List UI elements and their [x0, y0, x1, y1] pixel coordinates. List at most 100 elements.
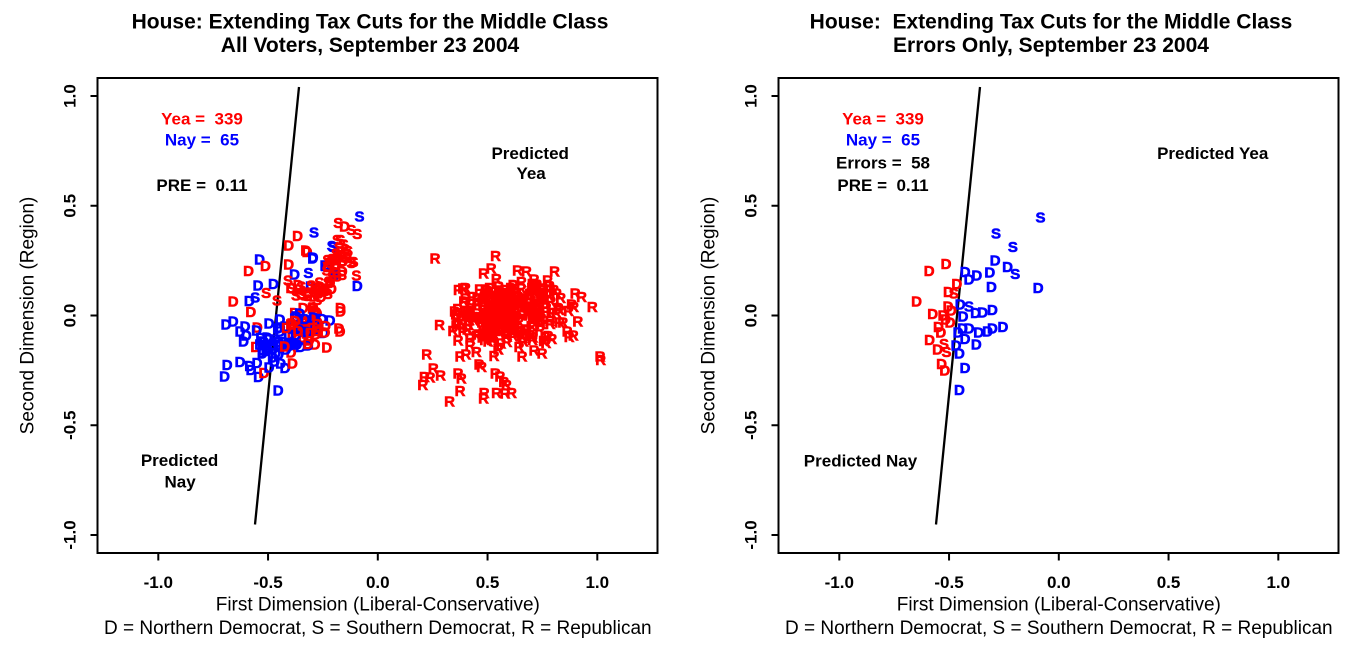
svg-text:R: R: [494, 293, 505, 310]
svg-text:R: R: [467, 289, 478, 306]
svg-text:R: R: [483, 301, 494, 318]
svg-text:S: S: [339, 236, 349, 253]
svg-text:S: S: [296, 286, 306, 303]
svg-text:R: R: [516, 274, 527, 291]
svg-text:R: R: [501, 291, 512, 308]
svg-text:R: R: [480, 313, 491, 330]
svg-text:D: D: [312, 316, 323, 333]
svg-text:R: R: [509, 304, 520, 321]
svg-text:D: D: [973, 325, 984, 342]
svg-text:R: R: [521, 264, 532, 281]
svg-text:Second Dimension (Region): Second Dimension (Region): [18, 197, 39, 435]
svg-text:S: S: [312, 292, 322, 309]
svg-text:R: R: [527, 307, 538, 324]
svg-text:D: D: [228, 294, 239, 311]
svg-text:R: R: [473, 297, 484, 314]
svg-text:D: D: [273, 334, 284, 351]
svg-text:R: R: [471, 344, 482, 361]
svg-text:R: R: [562, 323, 573, 340]
svg-text:R: R: [548, 282, 559, 299]
svg-text:R: R: [488, 319, 499, 336]
svg-text:0.0: 0.0: [61, 304, 80, 328]
svg-text:R: R: [503, 304, 514, 321]
svg-text:0.5: 0.5: [742, 194, 761, 218]
svg-text:R: R: [490, 366, 501, 383]
svg-text:D: D: [317, 283, 328, 300]
svg-text:R: R: [466, 296, 477, 313]
svg-text:R: R: [487, 303, 498, 320]
svg-text:D: D: [285, 317, 296, 334]
svg-text:R: R: [479, 292, 490, 309]
svg-text:R: R: [505, 280, 516, 297]
svg-text:R: R: [482, 291, 493, 308]
svg-text:D: D: [939, 362, 950, 379]
svg-text:D: D: [309, 322, 320, 339]
svg-text:D: D: [244, 358, 255, 375]
svg-text:R: R: [519, 326, 530, 343]
svg-text:R: R: [484, 329, 495, 346]
svg-text:R: R: [529, 277, 540, 294]
svg-text:D: D: [292, 323, 303, 340]
svg-text:S: S: [346, 255, 356, 272]
svg-text:R: R: [522, 296, 533, 313]
svg-text:R: R: [478, 305, 489, 322]
svg-text:R: R: [463, 313, 474, 330]
svg-text:D: D: [307, 251, 318, 268]
svg-text:0.5: 0.5: [61, 194, 80, 218]
svg-text:R: R: [493, 341, 504, 358]
svg-text:Yea = 339: Yea = 339: [842, 110, 924, 129]
svg-text:S: S: [322, 262, 332, 279]
svg-text:D: D: [984, 265, 995, 282]
svg-text:R: R: [506, 385, 517, 402]
svg-text:D: D: [321, 340, 332, 357]
svg-text:D: D: [955, 296, 966, 313]
svg-text:R: R: [510, 322, 521, 339]
svg-text:D: D: [307, 300, 318, 317]
svg-text:R: R: [520, 299, 531, 316]
svg-text:D: D: [269, 354, 280, 371]
svg-text:0.5: 0.5: [476, 573, 500, 592]
svg-text:R: R: [428, 360, 439, 377]
svg-text:D: D: [301, 325, 312, 342]
svg-text:D: D: [308, 300, 319, 317]
svg-text:D: D: [311, 323, 322, 340]
svg-text:R: R: [530, 311, 541, 328]
svg-text:PRE = 0.11: PRE = 0.11: [837, 176, 928, 195]
svg-text:R: R: [460, 280, 471, 297]
svg-text:D: D: [300, 311, 311, 328]
svg-text:R: R: [478, 390, 489, 407]
svg-text:R: R: [484, 307, 495, 324]
svg-text:R: R: [469, 312, 480, 329]
svg-text:D: D: [943, 298, 954, 315]
svg-text:D: D: [287, 326, 298, 343]
svg-text:D: D: [298, 300, 309, 317]
svg-text:R: R: [520, 323, 531, 340]
svg-text:S: S: [329, 251, 339, 268]
svg-text:R: R: [480, 305, 491, 322]
svg-text:R: R: [493, 323, 504, 340]
svg-text:D: D: [274, 312, 285, 329]
svg-text:D: D: [335, 300, 346, 317]
svg-text:D: D: [275, 338, 286, 355]
svg-text:R: R: [506, 310, 517, 327]
svg-text:R: R: [510, 312, 521, 329]
svg-text:R: R: [517, 330, 528, 347]
svg-text:R: R: [497, 307, 508, 324]
svg-text:D: D: [278, 334, 289, 351]
svg-text:D: D: [298, 324, 309, 341]
svg-text:D: D: [298, 313, 309, 330]
svg-text:D: D: [305, 319, 316, 336]
svg-text:First Dimension (Liberal-Conse: First Dimension (Liberal-Conservative): [216, 595, 540, 616]
svg-text:R: R: [497, 291, 508, 308]
svg-text:R: R: [487, 329, 498, 346]
svg-text:D: D: [987, 321, 998, 338]
svg-text:D: D: [313, 286, 324, 303]
svg-text:R: R: [503, 290, 514, 307]
svg-text:R: R: [505, 296, 516, 313]
svg-text:R: R: [447, 323, 458, 340]
svg-text:R: R: [489, 308, 500, 325]
svg-text:R: R: [463, 317, 474, 334]
svg-text:R: R: [493, 342, 504, 359]
svg-text:D: D: [953, 324, 964, 341]
svg-text:R: R: [476, 315, 487, 332]
